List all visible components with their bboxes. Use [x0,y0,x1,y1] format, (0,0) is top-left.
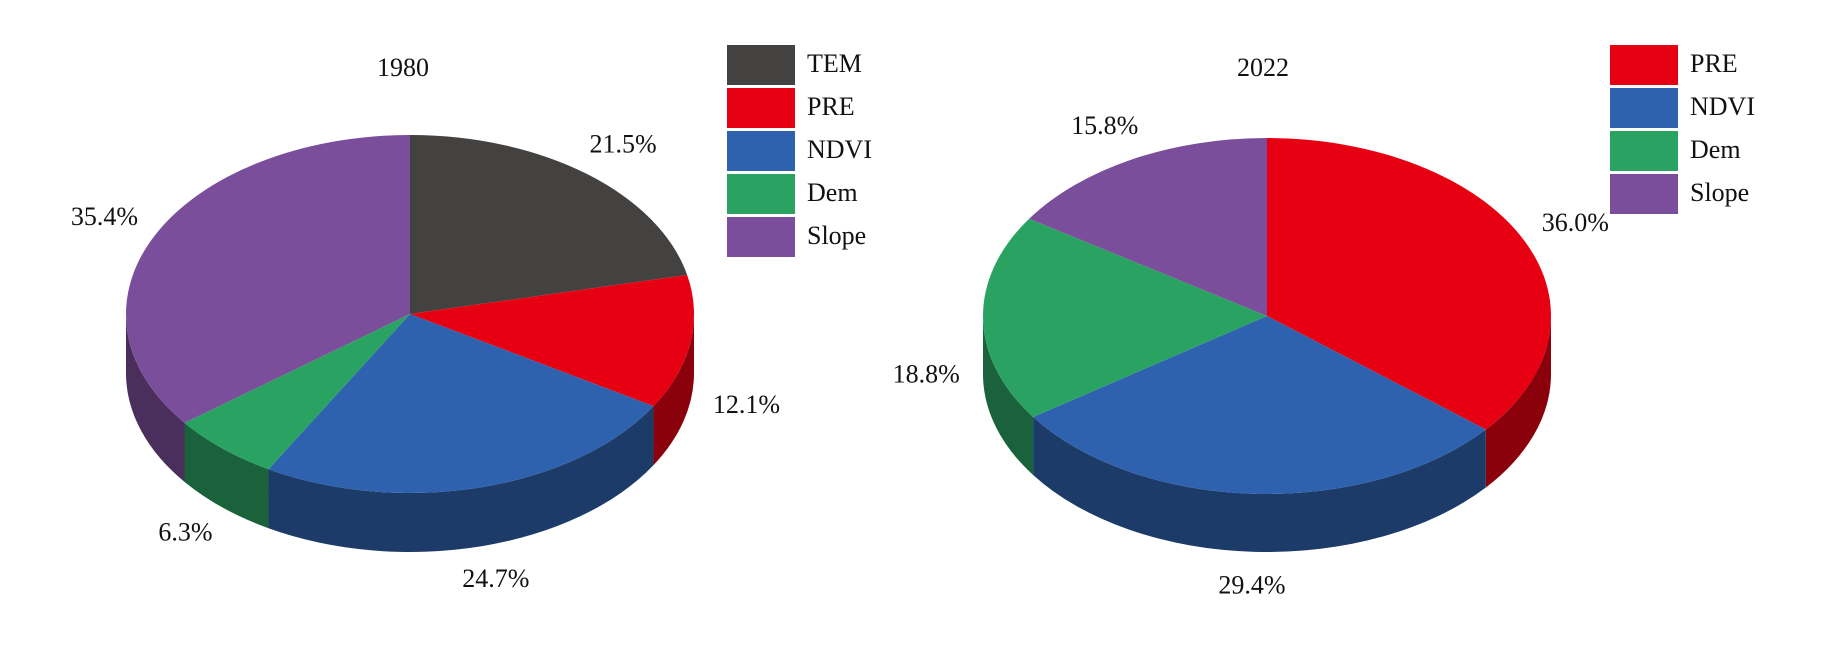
pie-slice [1267,138,1552,430]
chart-title: 1980 [377,53,429,82]
legend-swatch [727,45,795,85]
value-label: 36.0% [1542,208,1609,237]
pie-slice [1029,138,1267,316]
pie-side [653,314,694,466]
legend-label: Slope [1690,178,1749,207]
legend-swatch [727,174,795,214]
legend-label: TEM [807,49,862,78]
pie-slice [1033,316,1486,495]
chart-title: 2022 [1237,53,1289,82]
pie-side [1485,316,1551,488]
legend-label: NDVI [807,135,872,164]
value-label: 24.7% [462,564,529,593]
legend-label: Dem [1690,135,1741,164]
pie-side [1033,416,1486,553]
legend-swatch [727,88,795,128]
legend-swatch [1610,88,1678,128]
pie-side [184,422,269,529]
legend-label: PRE [1690,49,1738,78]
legend-label: Dem [807,178,858,207]
pie-slice [184,314,410,470]
pie-side [268,406,654,552]
value-label: 18.8% [893,360,960,389]
legend-swatch [1610,174,1678,214]
pie-side [126,314,185,482]
legend-swatch [727,217,795,257]
pie-side [983,316,1034,475]
value-label: 12.1% [713,390,780,419]
legend-swatch [727,131,795,171]
value-label: 6.3% [158,518,212,547]
pie-slice [410,135,688,314]
legend-swatch [1610,45,1678,85]
pie-slice [126,135,410,423]
legend-label: Slope [807,221,866,250]
value-label: 21.5% [589,129,656,158]
value-label: 15.8% [1071,111,1138,140]
value-label: 35.4% [71,202,138,231]
value-label: 29.4% [1218,570,1285,599]
pie-slice [410,274,694,407]
pie-slice [983,218,1267,417]
legend-label: NDVI [1690,92,1755,121]
legend-swatch [1610,131,1678,171]
pie-slice [268,314,654,493]
legend-label: PRE [807,92,855,121]
